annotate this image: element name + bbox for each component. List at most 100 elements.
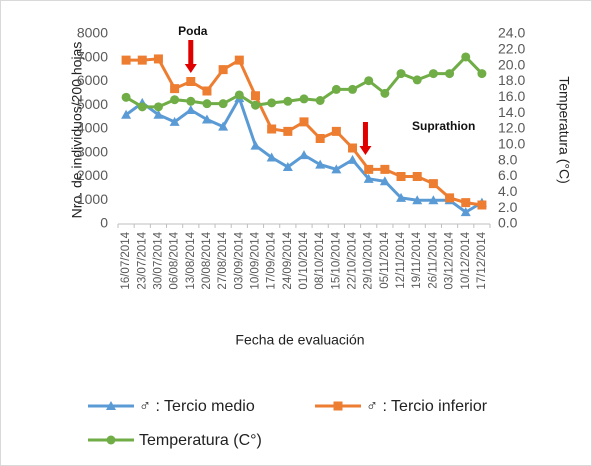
x-tick-label: 03/12/2014 bbox=[444, 231, 456, 289]
data-point bbox=[445, 69, 455, 79]
y2-tick-label: 8.0 bbox=[498, 151, 518, 167]
data-point bbox=[428, 195, 439, 205]
data-point bbox=[283, 96, 293, 106]
data-point bbox=[234, 90, 244, 100]
y-tick-label: 2000 bbox=[77, 167, 108, 183]
data-point bbox=[396, 172, 406, 181]
y2-tick-label: 24.0 bbox=[498, 25, 525, 41]
annotation: Poda bbox=[178, 24, 208, 38]
y-tick-label: 6000 bbox=[77, 72, 108, 88]
data-point bbox=[315, 159, 326, 169]
data-point bbox=[218, 99, 228, 109]
y2-tick-label: 16.0 bbox=[498, 88, 525, 104]
x-tick-label: 19/11/2014 bbox=[411, 231, 423, 288]
y2-tick-label: 2.0 bbox=[498, 199, 518, 215]
data-point bbox=[348, 143, 358, 153]
data-point bbox=[331, 164, 342, 174]
data-point bbox=[267, 124, 277, 134]
data-point bbox=[250, 91, 260, 101]
annotation-arrow bbox=[184, 40, 197, 73]
x-tick-label: 06/08/2014 bbox=[169, 231, 181, 289]
x-tick-label: 20/08/2014 bbox=[201, 231, 213, 289]
data-point bbox=[380, 88, 390, 98]
data-point bbox=[412, 195, 423, 205]
y2-tick-label: 6.0 bbox=[498, 167, 518, 183]
legend-label: ♂ : Tercio medio bbox=[139, 398, 255, 415]
data-point bbox=[202, 86, 212, 96]
data-point bbox=[137, 55, 147, 65]
x-tick-label: 15/10/2014 bbox=[330, 231, 342, 289]
y-tick-label: 3000 bbox=[77, 143, 108, 159]
data-point bbox=[364, 164, 374, 174]
data-point bbox=[348, 84, 358, 94]
data-point bbox=[169, 116, 180, 126]
data-point bbox=[282, 162, 293, 171]
x-tick-label: 17/12/2014 bbox=[476, 231, 488, 289]
legend-label: Temperatura (C°) bbox=[139, 432, 262, 449]
y2-tick-label: 10.0 bbox=[498, 136, 525, 152]
data-point bbox=[364, 76, 374, 86]
data-point bbox=[234, 55, 244, 65]
x-tick-label: 24/09/2014 bbox=[282, 231, 294, 289]
data-point bbox=[121, 92, 131, 102]
data-point bbox=[153, 54, 163, 64]
y-tick-label: 4000 bbox=[77, 120, 108, 136]
y2-tick-label: 0.0 bbox=[498, 215, 518, 231]
x-tick-label: 26/11/2014 bbox=[427, 231, 439, 288]
data-point bbox=[460, 207, 471, 217]
data-point bbox=[170, 84, 180, 94]
data-point bbox=[315, 134, 325, 143]
data-point bbox=[250, 140, 261, 150]
data-point bbox=[170, 95, 180, 105]
y2-axis-title: Temperatura (°C) bbox=[556, 76, 572, 184]
y-tick-label: 5000 bbox=[77, 96, 108, 112]
y-tick-label: 0 bbox=[100, 215, 108, 231]
data-point bbox=[283, 126, 293, 136]
data-point bbox=[250, 100, 260, 110]
y2-tick-label: 14.0 bbox=[498, 104, 525, 120]
data-point bbox=[380, 164, 390, 174]
y-tick-label: 8000 bbox=[77, 25, 108, 41]
x-tick-label: 27/08/2014 bbox=[217, 231, 229, 289]
data-point bbox=[428, 69, 438, 79]
data-point bbox=[218, 121, 229, 131]
data-point bbox=[186, 96, 196, 106]
data-point bbox=[331, 126, 341, 136]
data-point bbox=[153, 102, 163, 112]
x-tick-label: 22/10/2014 bbox=[347, 231, 359, 289]
x-tick-label: 30/07/2014 bbox=[152, 231, 164, 289]
data-point bbox=[461, 198, 471, 208]
data-point bbox=[379, 176, 390, 186]
legend-marker bbox=[333, 401, 343, 411]
x-tick-label: 05/11/2014 bbox=[379, 231, 391, 288]
legend-label: ♂ : Tercio inferior bbox=[366, 398, 488, 415]
x-tick-label: 10/12/2014 bbox=[460, 231, 472, 289]
y2-tick-label: 12.0 bbox=[498, 120, 525, 136]
data-point bbox=[477, 200, 487, 210]
data-point bbox=[396, 69, 406, 79]
y-tick-label: 7000 bbox=[77, 48, 108, 64]
data-point bbox=[121, 109, 132, 119]
data-point bbox=[185, 105, 196, 114]
x-tick-label: 01/10/2014 bbox=[298, 231, 310, 289]
data-point bbox=[121, 55, 131, 65]
data-point bbox=[445, 193, 455, 203]
annotation: Suprathion bbox=[412, 119, 475, 133]
data-point bbox=[461, 52, 471, 62]
data-point bbox=[266, 152, 277, 162]
x-tick-label: 23/07/2014 bbox=[136, 231, 148, 289]
y2-tick-label: 18.0 bbox=[498, 72, 525, 88]
data-point bbox=[428, 179, 438, 189]
data-point bbox=[412, 172, 422, 181]
data-point bbox=[186, 77, 196, 86]
legend-marker bbox=[106, 401, 116, 410]
data-point bbox=[202, 99, 212, 109]
x-tick-label: 16/07/2014 bbox=[120, 231, 132, 289]
data-point bbox=[299, 117, 309, 127]
x-tick-label: 10/09/2014 bbox=[250, 231, 262, 289]
data-point bbox=[477, 69, 487, 79]
y-tick-label: 1000 bbox=[77, 191, 108, 207]
annotation-arrow bbox=[359, 122, 372, 155]
